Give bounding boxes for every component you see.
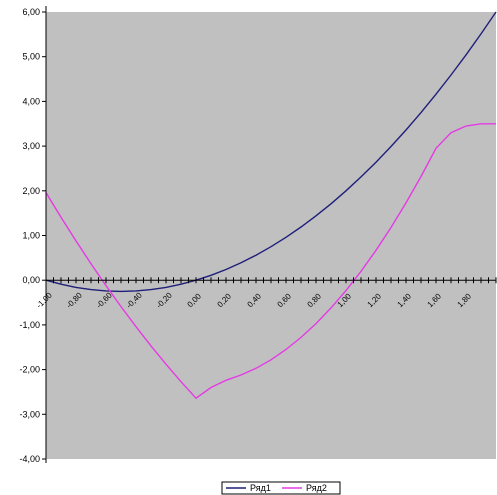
series-line-1	[45, 11, 497, 293]
legend: Ряд1 Ряд2	[221, 481, 341, 495]
legend-box	[221, 481, 341, 495]
y-tick-label: 2,00	[22, 186, 40, 196]
legend-label-series-2: Ряд2	[306, 483, 327, 493]
y-tick-label: -3,00	[19, 409, 40, 419]
plot-area	[46, 12, 496, 459]
y-tick-label: 4,00	[22, 96, 40, 106]
legend-label-series-1: Ряд1	[250, 483, 271, 493]
y-tick-label: 5,00	[22, 52, 40, 62]
y-tick-label: -2,00	[19, 365, 40, 375]
y-ticks: -4,00 -3,00 -2,00 -1,00 0,00 1,00 2,00 3,00 4,00…	[19, 7, 46, 464]
series-layer	[45, 11, 497, 400]
y-tick-label: 0,00	[22, 275, 40, 285]
y-tick-label: -4,00	[19, 454, 40, 464]
y-tick-label: -1,00	[19, 320, 40, 330]
y-tick-label: 3,00	[22, 141, 40, 151]
y-tick-label: 1,00	[22, 231, 40, 241]
series-line-2	[45, 123, 496, 400]
y-tick-label: 6,00	[22, 7, 40, 17]
